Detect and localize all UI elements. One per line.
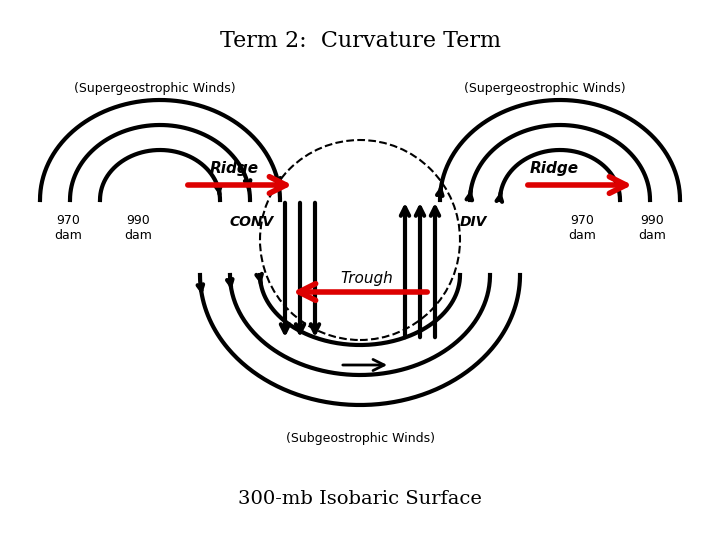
Text: DIV: DIV (460, 215, 487, 229)
Text: 970
dam: 970 dam (568, 214, 596, 242)
Text: 990
dam: 990 dam (638, 214, 666, 242)
Text: 300-mb Isobaric Surface: 300-mb Isobaric Surface (238, 490, 482, 508)
Text: (Subgeostrophic Winds): (Subgeostrophic Winds) (286, 432, 434, 445)
Text: Ridge: Ridge (530, 160, 579, 176)
Text: Ridge: Ridge (210, 160, 259, 176)
Text: 990
dam: 990 dam (124, 214, 152, 242)
Text: (Supergeostrophic Winds): (Supergeostrophic Winds) (74, 82, 236, 95)
Text: 970
dam: 970 dam (54, 214, 82, 242)
Text: CONV: CONV (230, 215, 274, 229)
Text: Trough: Trough (340, 271, 392, 286)
Text: Term 2:  Curvature Term: Term 2: Curvature Term (220, 30, 500, 52)
Text: (Supergeostrophic Winds): (Supergeostrophic Winds) (464, 82, 626, 95)
